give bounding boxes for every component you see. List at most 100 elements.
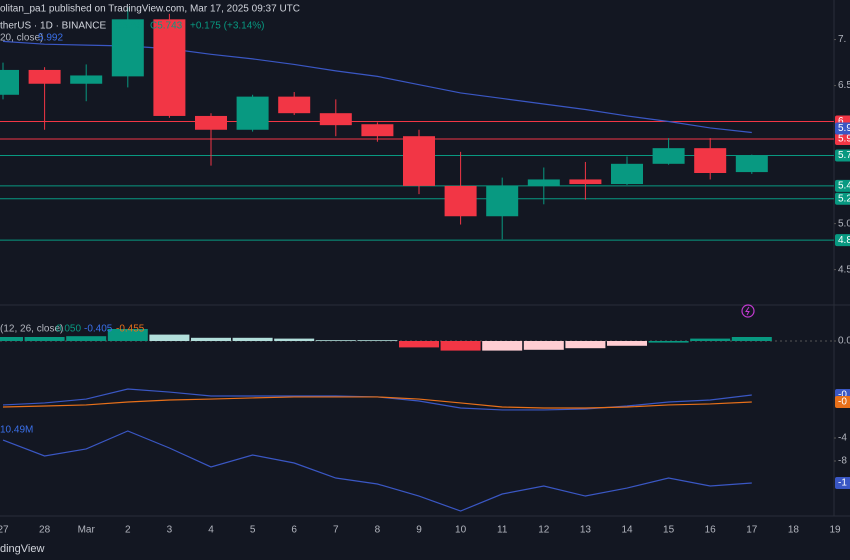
candle-body: [486, 185, 519, 217]
x-tick-label: 6: [291, 525, 297, 536]
candle-body: [278, 96, 311, 114]
candle-body: [111, 19, 144, 77]
candle-body: [319, 113, 352, 126]
level-label-box: [835, 192, 850, 205]
level-label-box: [835, 234, 850, 247]
candle-body: [694, 148, 727, 174]
level-label: 5.9: [838, 134, 850, 145]
x-tick-label: 16: [705, 525, 717, 536]
macd-histogram-bar: [690, 338, 731, 341]
candle-body: [569, 179, 602, 185]
macd-histogram-bar: [482, 341, 523, 351]
symbol: therUS · 1D · BINANCE: [0, 21, 106, 32]
ohlc-open: O5.56: [115, 21, 143, 32]
last-value-label: -0: [838, 390, 847, 401]
x-tick-label: 12: [538, 525, 550, 536]
level-label: 5.4: [838, 181, 850, 192]
macd-histogram-bar: [149, 334, 190, 341]
x-tick-label: 4: [208, 525, 214, 536]
x-tick-label: 11: [497, 525, 508, 536]
volume-value: 10.49M: [0, 425, 33, 436]
macd-histogram-bar: [399, 341, 439, 348]
level-label: 5.2: [838, 193, 850, 204]
x-tick-label: 3: [167, 525, 173, 536]
ma-name: 20, close): [0, 33, 43, 44]
x-tick-label: 19: [829, 525, 841, 536]
candle-body: [195, 115, 227, 130]
last-value-label: -1: [838, 478, 847, 489]
level-label: 4.8: [838, 235, 850, 246]
macd-signal: -0.455: [116, 324, 145, 335]
candle-body: [0, 69, 19, 95]
x-tick-label: 18: [788, 525, 800, 536]
ma-value: 5.992: [38, 33, 63, 44]
candle-body: [735, 155, 768, 173]
x-tick-label: 9: [416, 525, 422, 536]
y-tick-label: 4.5: [838, 264, 850, 275]
last-value-label-box: [835, 477, 850, 490]
x-tick-label: 15: [663, 525, 675, 536]
ma-last-label-box: [835, 122, 850, 135]
y-tick-label: 5.0: [838, 218, 850, 229]
macd-histogram-bar: [0, 337, 23, 341]
alert-icon[interactable]: [741, 304, 755, 318]
series-line: [2, 396, 752, 409]
macd-histogram-bar: [274, 338, 315, 341]
x-tick-label: 2: [125, 525, 131, 536]
macd-name: (12, 26, close): [0, 324, 63, 335]
x-tick-label: 28: [39, 525, 51, 536]
candle-body: [444, 185, 477, 217]
macd-histogram-bar: [731, 337, 772, 341]
level-label: 5.7: [838, 150, 850, 161]
candle-body: [403, 136, 435, 186]
level-label-box: [835, 179, 850, 192]
brand: dingView: [0, 543, 44, 555]
macd-histogram-bar: [24, 337, 65, 341]
candle-body: [652, 148, 685, 164]
ma-last-label: 5.9: [838, 123, 850, 134]
macd-hist: 0.050: [56, 324, 81, 335]
macd-histogram-bar: [565, 341, 606, 349]
candle-body: [611, 163, 643, 185]
macd-histogram-bar: [232, 337, 273, 341]
y-tick-label: 0.0: [838, 336, 850, 347]
plot: 27 28 Mar 2 3 4 5 6 7 8 9 10 11 12 13 14 15 16 17 18 197.6.5…: [0, 7, 850, 536]
macd-histogram-bar: [440, 341, 481, 351]
level-label: 6.: [838, 116, 846, 127]
macd-histogram-bar: [607, 341, 647, 346]
publisher: olitan_pa1 published on TradingView.com,…: [0, 4, 300, 15]
ohlc-close: C5.743: [150, 21, 183, 32]
candle-body: [70, 75, 103, 84]
x-tick-label: 17: [746, 525, 758, 536]
series-line: [2, 430, 752, 512]
level-label-box: [835, 149, 850, 162]
y-tick-label: 6.5: [838, 80, 850, 91]
macd-histogram-bar: [315, 340, 356, 341]
candle-body: [153, 19, 186, 116]
candle-body: [236, 96, 269, 130]
last-value-label-box: [835, 395, 850, 408]
ohlc-change: +0.175 (+3.14%): [190, 21, 265, 32]
candle-body: [28, 69, 61, 84]
macd-histogram-bar: [191, 337, 231, 341]
macd-histogram-bar: [523, 341, 564, 350]
candle-body: [361, 124, 394, 137]
x-tick-label: 5: [250, 525, 256, 536]
last-value-label: -0: [838, 397, 847, 408]
x-tick-label: 14: [621, 525, 633, 536]
macd-histogram-bar: [357, 340, 398, 341]
macd-line: -0.405: [84, 324, 113, 335]
candle-body: [527, 179, 560, 186]
macd-histogram-bar: [648, 341, 689, 343]
level-label-box: [835, 132, 850, 145]
header: olitan_pa1 published on TradingView.com,…: [0, 4, 300, 436]
x-tick-label: 8: [375, 525, 381, 536]
x-tick-label: 7: [333, 525, 339, 536]
x-tick-label: 27: [0, 525, 9, 536]
macd-histogram-bar: [107, 329, 148, 341]
y-tick-label: -8: [838, 456, 847, 467]
y-tick-label: -4: [838, 433, 847, 444]
macd-histogram-bar: [66, 336, 107, 341]
x-tick-label: 10: [455, 525, 467, 536]
